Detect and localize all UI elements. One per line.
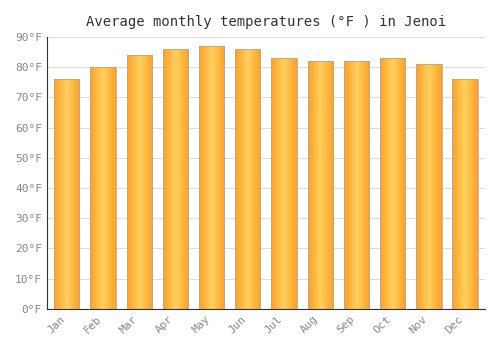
Bar [199,46,224,309]
Bar [344,61,369,309]
Bar [308,61,333,309]
Bar [380,58,406,309]
Bar [162,49,188,309]
Bar [416,64,442,309]
Bar [452,79,478,309]
Bar [272,58,296,309]
Bar [126,55,152,309]
Bar [90,67,116,309]
Title: Average monthly temperatures (°F ) in Jenoi: Average monthly temperatures (°F ) in Je… [86,15,446,29]
Bar [235,49,260,309]
Bar [54,79,80,309]
